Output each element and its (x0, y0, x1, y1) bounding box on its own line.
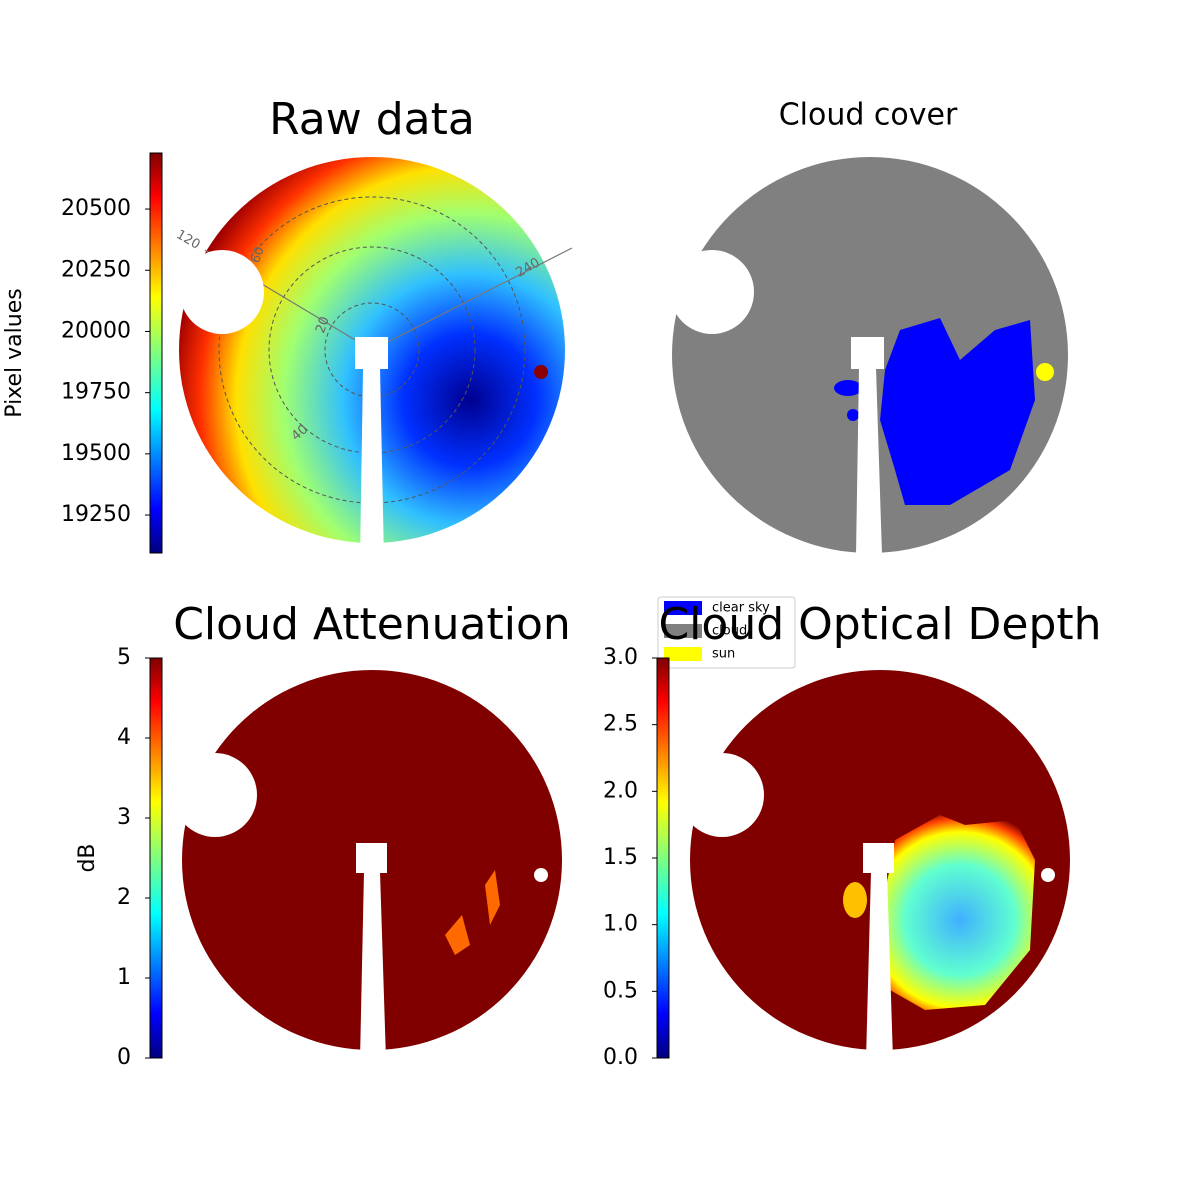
colorbar (149, 657, 163, 1059)
panel-title: Cloud Optical Depth (658, 599, 1101, 650)
colorbar-tick-label: 4 (117, 725, 131, 750)
colorbar-tick-label: 1 (117, 965, 131, 990)
colorbar-tick-label: 5 (117, 645, 131, 670)
colorbar-tick-label: 19250 (61, 502, 131, 527)
attenuation-image (173, 670, 562, 1060)
colorbar-tick-label: 1.0 (603, 912, 638, 937)
colorbar-tick-label: 2.0 (603, 778, 638, 803)
colorbar-tick-label: 0.5 (603, 978, 638, 1003)
optical-depth-image (680, 670, 1070, 1060)
panel-title: Raw data (269, 94, 475, 145)
colorbar-label: dB (75, 843, 100, 872)
cloud-cover-image (670, 157, 1068, 555)
legend-swatch (664, 601, 702, 615)
colorbar-tick-label: 3 (117, 805, 131, 830)
legend-label: clear sky (712, 601, 770, 616)
colorbar-tick-label: 2.5 (603, 712, 638, 737)
colorbar-tick-label: 20500 (61, 196, 131, 221)
polar-label: 20 (313, 315, 333, 336)
legend-label: sun (712, 647, 735, 662)
colorbar-tick-label: 1.5 (603, 845, 638, 870)
colorbar-tick-label: 20000 (61, 318, 131, 343)
colorbar (656, 657, 670, 1059)
colorbar-tick-label: 0 (117, 1045, 131, 1070)
legend-swatch (664, 624, 702, 638)
panel-title: Cloud Attenuation (173, 599, 571, 650)
colorbar (149, 152, 163, 554)
polar-label: 60 (248, 245, 268, 266)
colorbar-tick-label: 20250 (61, 257, 131, 282)
colorbar-label: Pixel values (2, 288, 27, 417)
colorbar-tick-label: 0.0 (603, 1045, 638, 1070)
legend-swatch (664, 647, 702, 661)
colorbar-tick-label: 2 (117, 885, 131, 910)
raw-image (179, 157, 573, 560)
panel-title: Cloud cover (779, 98, 958, 133)
polar-label: 120 (173, 227, 202, 252)
colorbar-tick-label: 19750 (61, 380, 131, 405)
colorbar-tick-label: 3.0 (603, 645, 638, 670)
colorbar-tick-label: 19500 (61, 441, 131, 466)
legend-label: cloud (712, 624, 747, 639)
